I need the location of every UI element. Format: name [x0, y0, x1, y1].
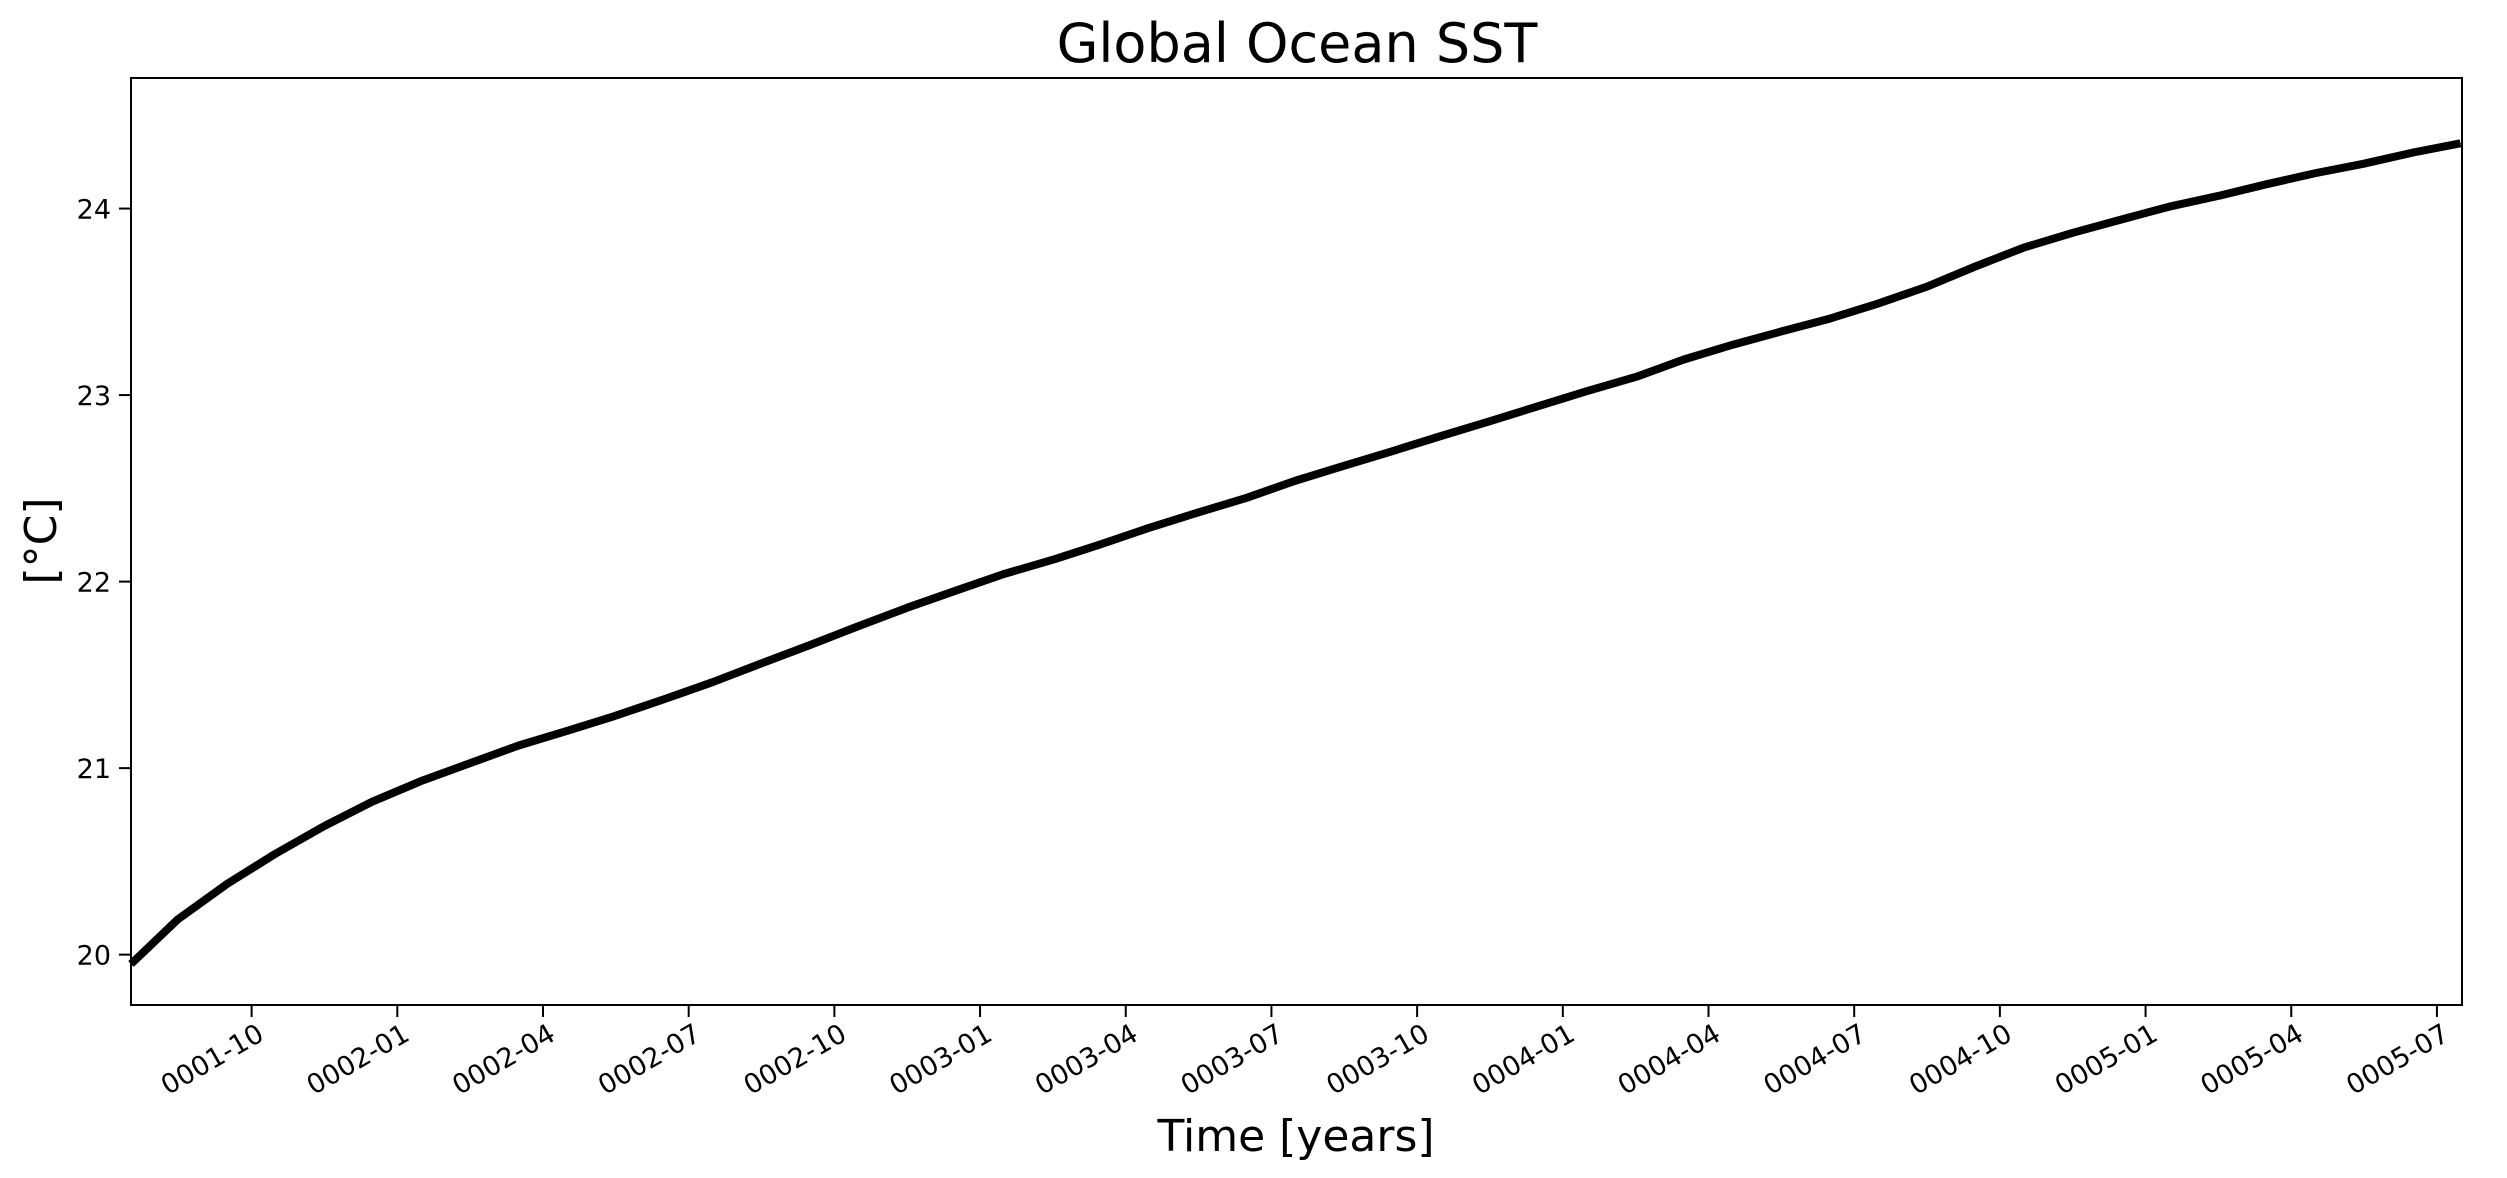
- data-point: [420, 780, 422, 782]
- chart-title: Global Ocean SST: [1057, 12, 1539, 75]
- data-point: [323, 825, 325, 827]
- data-point: [566, 730, 568, 732]
- data-point: [1732, 344, 1734, 346]
- data-point: [1537, 405, 1539, 407]
- data-point: [471, 762, 473, 764]
- data-point: [2168, 206, 2170, 208]
- data-point: [1780, 331, 1782, 333]
- data-point: [226, 883, 228, 885]
- data-point: [1149, 527, 1151, 529]
- x-axis-label: Time [years]: [1156, 1111, 1434, 1162]
- axes-frame: [130, 77, 2463, 1006]
- data-point: [517, 745, 519, 747]
- data-point: [2315, 172, 2317, 174]
- data-point: [1343, 465, 1344, 467]
- data-point: [1975, 265, 1977, 267]
- data-point: [1246, 497, 1248, 499]
- y-tick-label: 24: [77, 195, 111, 226]
- data-point: [1829, 318, 1831, 320]
- data-point: [809, 644, 811, 646]
- y-tick-label: 23: [77, 381, 111, 412]
- data-point: [371, 801, 373, 803]
- plot-area: [128, 139, 2462, 967]
- data-point: [614, 715, 616, 717]
- data-point: [906, 607, 908, 609]
- y-tick-label: 20: [77, 941, 111, 972]
- data-point: [1877, 303, 1879, 305]
- data-point: [711, 681, 713, 683]
- data-point: [857, 625, 859, 627]
- data-point: [177, 918, 179, 920]
- data-point: [1585, 390, 1587, 392]
- data-point: [1925, 286, 1927, 288]
- data-point: [274, 853, 276, 855]
- data-point: [954, 590, 956, 592]
- data-point: [1440, 435, 1442, 437]
- y-axis-label: [°C]: [16, 497, 67, 584]
- y-tick-label: 22: [77, 568, 111, 599]
- data-point: [663, 698, 665, 700]
- data-point: [1003, 573, 1005, 575]
- data-point: [2072, 232, 2074, 234]
- data-point: [2265, 183, 2267, 185]
- data-point: [760, 663, 762, 665]
- data-point: [2412, 152, 2414, 154]
- data-point: [2459, 142, 2461, 144]
- data-point: [1197, 512, 1199, 514]
- data-point: [2219, 195, 2221, 197]
- data-point: [1682, 359, 1684, 361]
- y-tick-label: 21: [77, 754, 111, 785]
- data-point: [1636, 375, 1638, 377]
- data-point: [1392, 450, 1394, 452]
- data-point: [1054, 558, 1056, 560]
- data-point: [1100, 543, 1102, 545]
- data-point: [2120, 219, 2121, 221]
- data-point: [1294, 480, 1296, 482]
- data-point: [2362, 163, 2364, 165]
- data-point: [1489, 420, 1491, 422]
- data-point: [2022, 247, 2024, 249]
